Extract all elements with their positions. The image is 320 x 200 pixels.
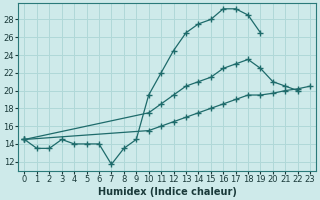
X-axis label: Humidex (Indice chaleur): Humidex (Indice chaleur) bbox=[98, 187, 237, 197]
